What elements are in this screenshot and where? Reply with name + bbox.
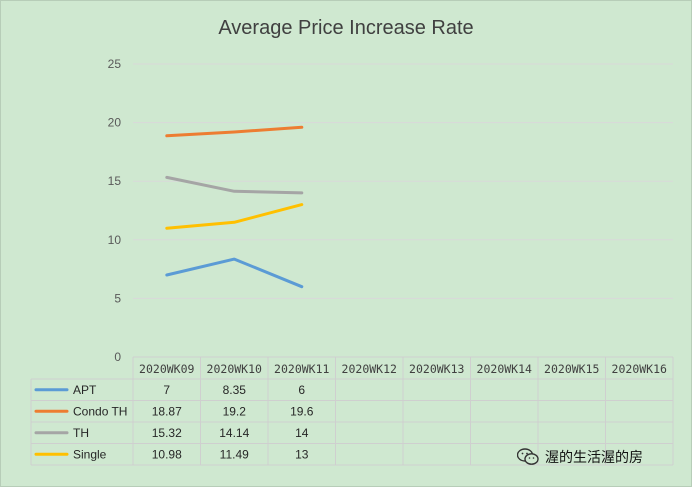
x-tick-label: 2020WK09 — [139, 362, 194, 376]
data-label: 8.35 — [223, 383, 247, 397]
x-tick-label: 2020WK13 — [409, 362, 464, 376]
data-label: 10.98 — [152, 447, 182, 461]
y-tick-label: 0 — [114, 350, 121, 364]
series-line-th — [165, 175, 304, 195]
data-label: 19.6 — [290, 404, 314, 418]
watermark-text: 渥的生活渥的房 — [545, 450, 643, 466]
data-label: 14 — [295, 426, 309, 440]
y-axis-ticks: 0 5 10 15 20 25 — [108, 57, 122, 364]
x-tick-label: 2020WK16 — [612, 362, 667, 376]
data-label: 18.87 — [152, 404, 182, 418]
y-tick-label: 10 — [108, 233, 122, 247]
data-label: 19.2 — [223, 404, 247, 418]
x-tick-label: 2020WK15 — [544, 362, 599, 376]
legend-label: Single — [73, 447, 107, 461]
wechat-icon — [516, 448, 539, 466]
data-label: 13 — [295, 447, 309, 461]
x-tick-label: 2020WK11 — [274, 362, 329, 376]
y-tick-label: 15 — [108, 174, 122, 188]
series-line-apt — [165, 257, 304, 289]
chart-title: Average Price Increase Rate — [218, 17, 473, 39]
legend-label: TH — [73, 426, 89, 440]
data-label: 7 — [163, 383, 170, 397]
y-tick-label: 5 — [114, 291, 121, 305]
gridlines — [133, 63, 673, 299]
x-tick-label: 2020WK14 — [477, 362, 532, 376]
legend-label: Condo TH — [73, 404, 127, 418]
x-tick-label: 2020WK12 — [342, 362, 397, 376]
watermark: 渥的生活渥的房 — [516, 447, 643, 467]
x-tick-label: 2020WK10 — [207, 362, 262, 376]
data-label: 14.14 — [219, 426, 249, 440]
data-label: 15.32 — [152, 426, 182, 440]
legend-label: APT — [73, 383, 97, 397]
y-tick-label: 20 — [108, 116, 122, 130]
data-label: 6 — [298, 383, 305, 397]
series-line-condo-th — [165, 125, 304, 138]
data-table: 2020WK09 2020WK10 2020WK11 2020WK12 2020WK13… — [30, 356, 674, 466]
data-label: 11.49 — [220, 447, 249, 461]
series-line-single — [165, 203, 304, 230]
y-tick-label: 25 — [108, 57, 122, 71]
series-lines — [165, 125, 304, 289]
